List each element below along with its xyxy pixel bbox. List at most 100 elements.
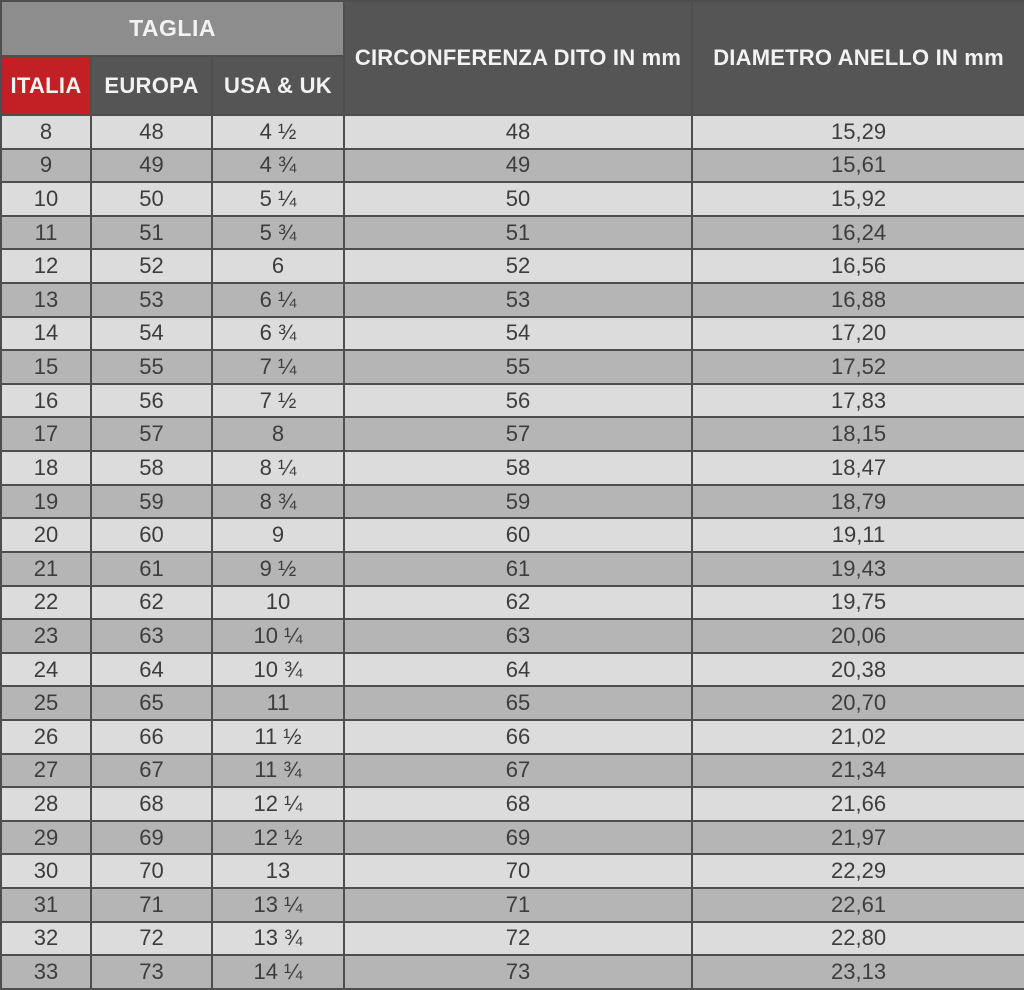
cell-circonferenza-mm: 55 [343, 349, 694, 385]
cell-usa-uk: 13 ¼ [210, 887, 346, 923]
table-row: 26 66 11 ½ 66 21,02 [0, 718, 1024, 755]
cell-diametro-mm: 18,15 [691, 416, 1024, 453]
cell-usa-uk: 9 ½ [210, 550, 346, 587]
cell-italia: 29 [0, 819, 92, 856]
cell-diametro-mm: 18,47 [691, 450, 1024, 486]
cell-circonferenza-mm: 66 [343, 718, 694, 755]
cell-diametro-mm: 21,02 [691, 718, 1024, 755]
cell-europa: 67 [90, 752, 213, 789]
cell-europa: 65 [90, 685, 213, 721]
cell-italia: 19 [0, 483, 92, 520]
cell-usa-uk: 14 ¼ [210, 954, 346, 990]
table-row: 14 54 6 ¾ 54 17,20 [0, 315, 1024, 352]
cell-circonferenza-mm: 73 [343, 954, 694, 990]
cell-europa: 64 [90, 651, 213, 688]
cell-italia: 15 [0, 349, 92, 385]
cell-diametro-mm: 20,06 [691, 618, 1024, 654]
cell-circonferenza-mm: 68 [343, 786, 694, 822]
cell-usa-uk: 8 [210, 416, 346, 453]
cell-usa-uk: 8 ¾ [210, 483, 346, 520]
cell-diametro-mm: 21,34 [691, 752, 1024, 789]
table-row: 21 61 9 ½ 61 19,43 [0, 550, 1024, 587]
cell-diametro-mm: 15,92 [691, 181, 1024, 217]
cell-usa-uk: 6 ¼ [210, 282, 346, 318]
column-group-header-taglia: TAGLIA [0, 0, 346, 57]
table-row: 33 73 14 ¼ 73 23,13 [0, 954, 1024, 990]
cell-circonferenza-mm: 62 [343, 584, 694, 621]
table-row: 31 71 13 ¼ 71 22,61 [0, 887, 1024, 923]
cell-europa: 61 [90, 550, 213, 587]
cell-usa-uk: 4 ¾ [210, 147, 346, 184]
cell-circonferenza-mm: 61 [343, 550, 694, 587]
cell-europa: 63 [90, 618, 213, 654]
cell-europa: 57 [90, 416, 213, 453]
cell-europa: 50 [90, 181, 213, 217]
table-row: 25 65 11 65 20,70 [0, 685, 1024, 721]
cell-italia: 30 [0, 853, 92, 890]
cell-circonferenza-mm: 49 [343, 147, 694, 184]
cell-europa: 55 [90, 349, 213, 385]
cell-italia: 14 [0, 315, 92, 352]
cell-diametro-mm: 21,66 [691, 786, 1024, 822]
cell-circonferenza-mm: 51 [343, 214, 694, 251]
table-row: 30 70 13 70 22,29 [0, 853, 1024, 890]
table-row: 10 50 5 ¼ 50 15,92 [0, 181, 1024, 217]
cell-usa-uk: 4 ½ [210, 114, 346, 150]
cell-circonferenza-mm: 63 [343, 618, 694, 654]
cell-italia: 32 [0, 920, 92, 957]
table-row: 13 53 6 ¼ 53 16,88 [0, 282, 1024, 318]
cell-diametro-mm: 22,80 [691, 920, 1024, 957]
cell-circonferenza-mm: 57 [343, 416, 694, 453]
cell-usa-uk: 10 ¾ [210, 651, 346, 688]
cell-diametro-mm: 16,24 [691, 214, 1024, 251]
cell-italia: 21 [0, 550, 92, 587]
cell-europa: 68 [90, 786, 213, 822]
cell-usa-uk: 6 [210, 248, 346, 285]
cell-circonferenza-mm: 56 [343, 382, 694, 419]
table-row: 23 63 10 ¼ 63 20,06 [0, 618, 1024, 654]
cell-usa-uk: 6 ¾ [210, 315, 346, 352]
cell-europa: 53 [90, 282, 213, 318]
cell-europa: 51 [90, 214, 213, 251]
cell-circonferenza-mm: 70 [343, 853, 694, 890]
cell-italia: 8 [0, 114, 92, 150]
cell-italia: 33 [0, 954, 92, 990]
table-row: 12 52 6 52 16,56 [0, 248, 1024, 285]
cell-circonferenza-mm: 54 [343, 315, 694, 352]
table-row: 18 58 8 ¼ 58 18,47 [0, 450, 1024, 486]
cell-circonferenza-mm: 50 [343, 181, 694, 217]
cell-europa: 73 [90, 954, 213, 990]
cell-diametro-mm: 23,13 [691, 954, 1024, 990]
table-row: 17 57 8 57 18,15 [0, 416, 1024, 453]
cell-circonferenza-mm: 67 [343, 752, 694, 789]
cell-italia: 27 [0, 752, 92, 789]
cell-europa: 60 [90, 517, 213, 553]
table-row: 22 62 10 62 19,75 [0, 584, 1024, 621]
cell-usa-uk: 11 ½ [210, 718, 346, 755]
cell-circonferenza-mm: 58 [343, 450, 694, 486]
table-row: 28 68 12 ¼ 68 21,66 [0, 786, 1024, 822]
cell-italia: 22 [0, 584, 92, 621]
cell-diametro-mm: 16,88 [691, 282, 1024, 318]
cell-diametro-mm: 17,20 [691, 315, 1024, 352]
cell-diametro-mm: 21,97 [691, 819, 1024, 856]
cell-usa-uk: 12 ¼ [210, 786, 346, 822]
cell-europa: 70 [90, 853, 213, 890]
cell-italia: 24 [0, 651, 92, 688]
cell-italia: 26 [0, 718, 92, 755]
table-row: 9 49 4 ¾ 49 15,61 [0, 147, 1024, 184]
cell-usa-uk: 8 ¼ [210, 450, 346, 486]
cell-italia: 16 [0, 382, 92, 419]
column-header-italia: ITALIA [0, 55, 92, 116]
cell-italia: 25 [0, 685, 92, 721]
cell-italia: 9 [0, 147, 92, 184]
cell-diametro-mm: 20,38 [691, 651, 1024, 688]
cell-europa: 49 [90, 147, 213, 184]
cell-italia: 18 [0, 450, 92, 486]
table-row: 29 69 12 ½ 69 21,97 [0, 819, 1024, 856]
cell-usa-uk: 7 ½ [210, 382, 346, 419]
cell-usa-uk: 13 ¾ [210, 920, 346, 957]
cell-diametro-mm: 20,70 [691, 685, 1024, 721]
cell-diametro-mm: 15,29 [691, 114, 1024, 150]
